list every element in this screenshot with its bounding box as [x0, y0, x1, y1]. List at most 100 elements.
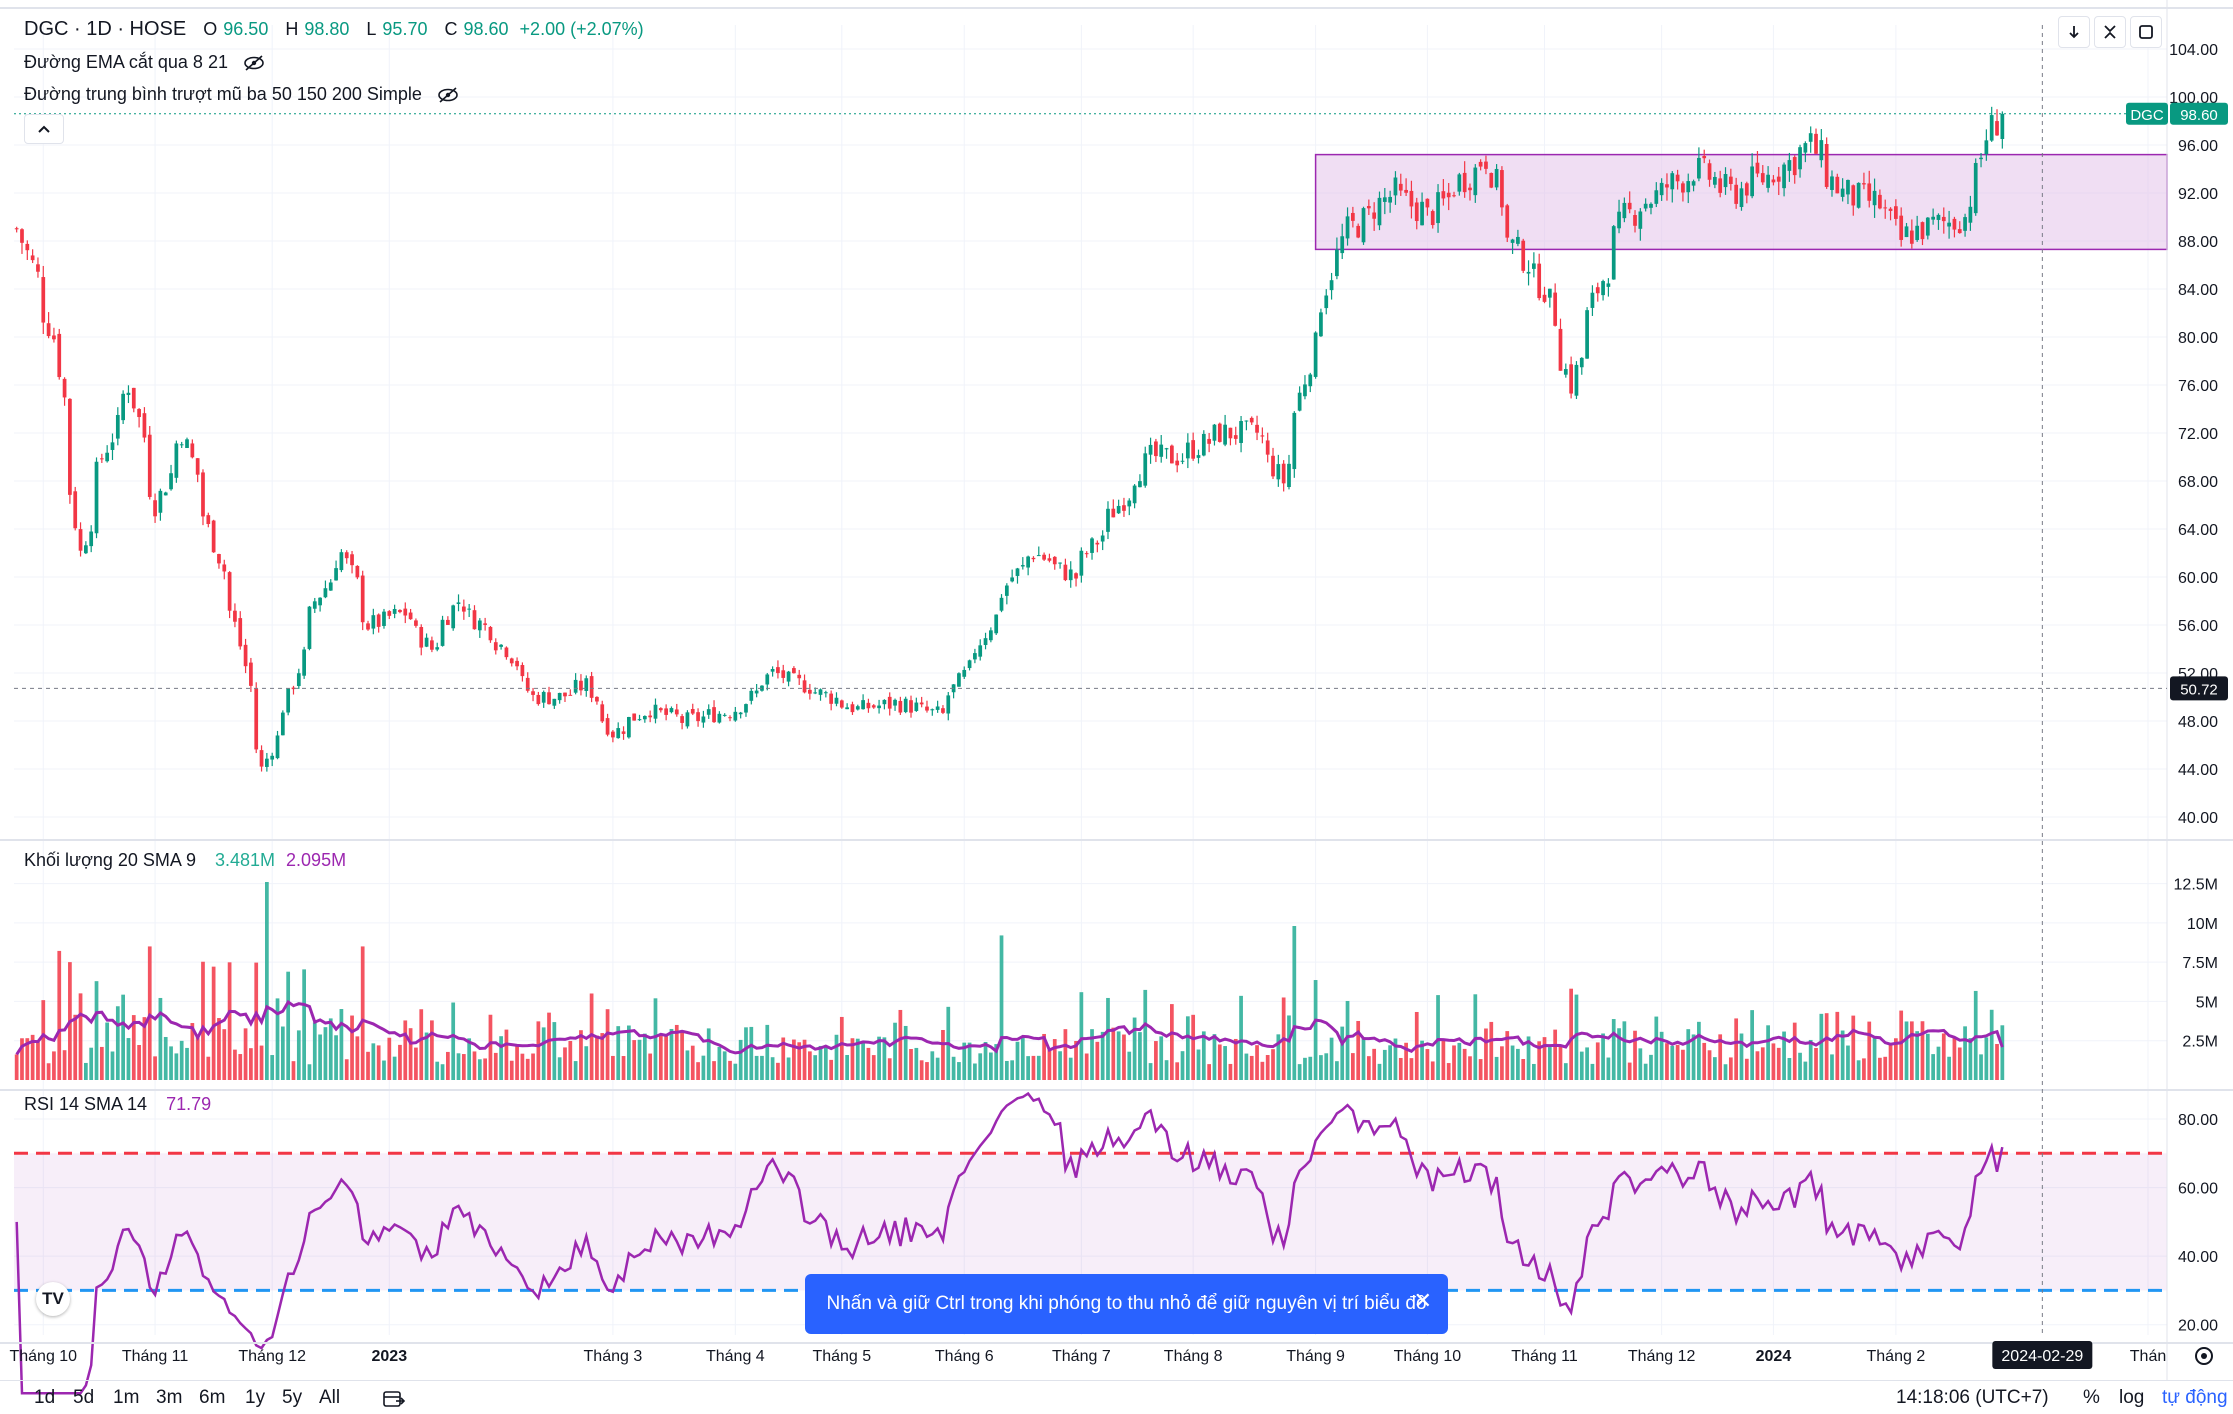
- volume-bar: [1249, 1055, 1254, 1080]
- volume-bar: [408, 1028, 413, 1080]
- candle: [222, 559, 227, 580]
- percent-toggle[interactable]: %: [2083, 1387, 2100, 1408]
- indicator-ma-row[interactable]: Đường trung bình trượt mũ ba 50 150 200 …: [24, 84, 459, 105]
- candle-body: [962, 669, 967, 677]
- candle: [30, 249, 35, 264]
- candle-body: [680, 716, 684, 723]
- candle-body: [1351, 212, 1355, 221]
- candle-body: [302, 649, 306, 676]
- indicator-ema-row[interactable]: Đường EMA cắt qua 8 21: [24, 52, 265, 73]
- candle: [1537, 253, 1542, 301]
- price-tick-label: 64.00: [2178, 522, 2218, 539]
- candle-body: [1867, 183, 1872, 201]
- candle-body: [1478, 161, 1483, 167]
- candle-body: [1090, 538, 1094, 553]
- volume-bar: [1542, 1037, 1547, 1080]
- range-5y[interactable]: 5y: [282, 1387, 303, 1408]
- candle-body: [642, 715, 647, 720]
- candle-body: [1122, 505, 1126, 511]
- volume-bar: [1233, 1038, 1238, 1080]
- candle: [834, 692, 839, 707]
- candle: [1563, 363, 1568, 378]
- range-1m[interactable]: 1m: [113, 1387, 140, 1408]
- range-6m[interactable]: 6m: [199, 1387, 226, 1408]
- candle: [179, 441, 184, 449]
- range-5d[interactable]: 5d: [73, 1387, 95, 1408]
- range-all[interactable]: All: [319, 1387, 341, 1408]
- candle: [126, 385, 131, 404]
- collapse-pane-button[interactable]: [2094, 16, 2126, 48]
- candle-body: [430, 640, 434, 650]
- volume-bar: [1462, 1048, 1467, 1080]
- volume-bar: [1723, 1064, 1728, 1080]
- volume-bar: [579, 1030, 583, 1080]
- volume-bar: [30, 1034, 35, 1080]
- candle-body: [1414, 202, 1419, 222]
- candle-body: [1335, 249, 1339, 277]
- price-tick-label: 48.00: [2178, 714, 2218, 731]
- clock-time[interactable]: 14:18:06 (UTC+7): [1896, 1387, 2049, 1408]
- tradingview-logo[interactable]: TV: [36, 1282, 70, 1316]
- volume-bar: [1585, 1047, 1589, 1080]
- candle-body: [893, 699, 897, 706]
- candle: [1249, 416, 1254, 425]
- collapse-legend-button[interactable]: [24, 114, 64, 144]
- candle: [1079, 547, 1084, 583]
- symbol-title[interactable]: DGC · 1D · HOSE: [24, 18, 187, 40]
- volume-bar: [531, 1053, 535, 1080]
- maximize-pane-button[interactable]: [2130, 16, 2162, 48]
- volume-title[interactable]: Khối lượng 20 SMA 9: [24, 850, 196, 870]
- date-range-icon[interactable]: [382, 1389, 406, 1409]
- x-axis-label: Tháng 12: [1628, 1348, 1696, 1365]
- volume-bar: [62, 1050, 67, 1080]
- candle-body: [930, 709, 935, 711]
- log-toggle[interactable]: log: [2119, 1387, 2145, 1408]
- candle-body: [1201, 433, 1206, 456]
- candle: [882, 699, 887, 710]
- hidden-eye-icon[interactable]: [437, 87, 459, 103]
- candle-body: [1542, 294, 1547, 302]
- candle: [280, 710, 285, 736]
- candle: [147, 426, 152, 500]
- range-1d[interactable]: 1d: [34, 1387, 56, 1408]
- candle-body: [1510, 239, 1515, 243]
- auto-scale-toggle[interactable]: tự động: [2162, 1387, 2228, 1408]
- candle: [1223, 414, 1227, 447]
- price-tick-label: 60.00: [2178, 570, 2218, 587]
- candle: [1377, 191, 1382, 231]
- candle: [696, 708, 700, 727]
- volume-bar: [1319, 1055, 1323, 1080]
- volume-bar: [312, 1022, 317, 1080]
- candle-body: [1191, 440, 1196, 459]
- range-1y[interactable]: 1y: [245, 1387, 266, 1408]
- volume-bar: [935, 1057, 940, 1080]
- candle-body: [1851, 185, 1856, 206]
- range-3m[interactable]: 3m: [156, 1387, 183, 1408]
- candle-body: [823, 692, 828, 694]
- candle-body: [1936, 214, 1941, 220]
- candle-body: [89, 531, 94, 547]
- arrow-down-button[interactable]: [2058, 16, 2090, 48]
- volume-bar: [967, 1042, 972, 1080]
- candle: [296, 668, 301, 690]
- candle-body: [1744, 183, 1749, 196]
- rsi-title[interactable]: RSI 14 SMA 14: [24, 1094, 148, 1114]
- candle-body: [1255, 424, 1259, 433]
- volume-bar: [25, 1038, 30, 1080]
- hidden-eye-icon[interactable]: [243, 55, 265, 71]
- volume-bar: [1148, 1063, 1153, 1080]
- volume-bar: [642, 1033, 647, 1080]
- candle: [259, 745, 264, 772]
- candle: [706, 704, 711, 719]
- close-icon[interactable]: ✕: [1413, 1288, 1432, 1313]
- candle: [1643, 198, 1648, 212]
- candle-body: [1148, 444, 1153, 455]
- candle: [818, 688, 823, 701]
- volume-bar: [1558, 1045, 1563, 1080]
- volume-bar: [355, 1036, 360, 1080]
- candle: [1473, 164, 1478, 203]
- volume-bar: [834, 1034, 839, 1080]
- volume-bar: [1883, 1056, 1888, 1080]
- volume-bar: [1957, 1047, 1962, 1080]
